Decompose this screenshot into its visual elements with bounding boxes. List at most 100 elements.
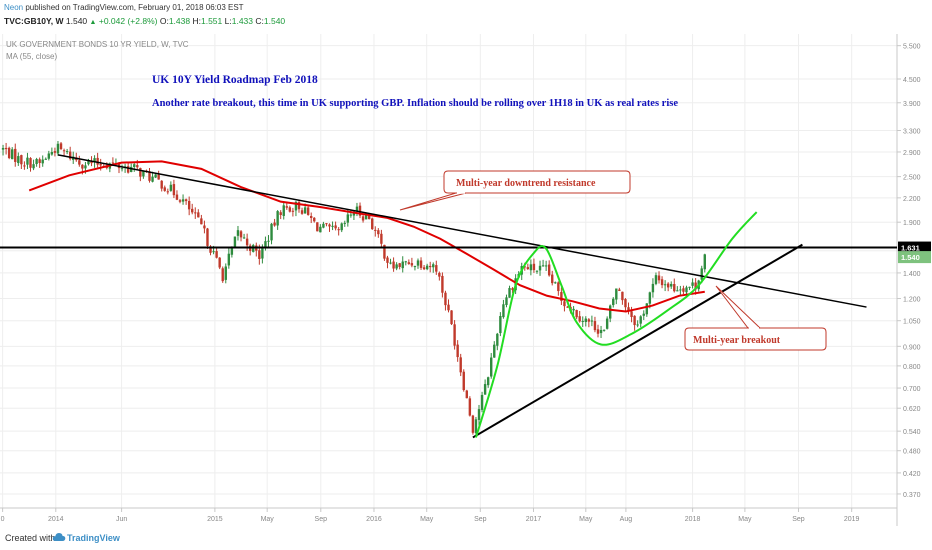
candle-body <box>65 151 69 153</box>
time-axis[interactable]: 0 2014 Jun 2015 May Sep 2016 May Sep 2017 May Aug 20… <box>1 508 860 523</box>
candle-body <box>596 329 600 334</box>
tradingview-cloud-icon <box>52 533 66 541</box>
downtrend-line <box>57 154 867 308</box>
price-tick-label: 0.800 <box>903 364 921 371</box>
candle-body <box>657 275 661 281</box>
last-value-tag <box>898 241 931 254</box>
price-tick-label: 5.500 <box>903 44 921 51</box>
candle-body <box>612 298 615 306</box>
candle-body <box>407 262 411 264</box>
candle-body <box>563 301 566 307</box>
price-tick-label: 1.200 <box>903 297 921 304</box>
price-axis[interactable]: 5.500 4.500 3.900 3.300 2.900 2.500 2.200 1.900… <box>897 44 921 499</box>
candle-body <box>511 288 514 291</box>
candle-body <box>129 166 133 172</box>
candle-body <box>316 222 319 232</box>
price-change: +0.042 (+2.8%) <box>98 16 158 26</box>
candle-body <box>306 207 310 215</box>
candle-body <box>50 151 54 155</box>
candle-body <box>651 283 655 293</box>
candle-body <box>178 200 182 202</box>
candle-body <box>700 268 703 280</box>
candle-body <box>310 216 313 218</box>
candle-body <box>560 292 563 301</box>
candle-body <box>465 390 469 399</box>
candle-body <box>505 297 508 306</box>
time-tick-label: Sep <box>474 516 487 523</box>
close-value: 1.540 <box>263 16 286 26</box>
price-chart[interactable]: 5.500 4.500 3.900 3.300 2.900 2.500 2.200 1.900… <box>0 34 932 526</box>
candle-body <box>410 263 414 266</box>
candles <box>1 141 706 438</box>
candle-body <box>499 316 502 334</box>
low-value: 1.433 <box>231 16 254 26</box>
candle-body <box>483 384 487 395</box>
candle-body <box>398 263 401 267</box>
candle-body <box>547 264 551 276</box>
candle-body <box>380 233 383 244</box>
time-tick-label: May <box>738 516 752 523</box>
candle-body <box>624 299 627 308</box>
candle-body <box>422 267 426 270</box>
time-tick-label: 2016 <box>366 516 382 523</box>
candle-body <box>456 344 459 358</box>
candle-body <box>691 282 694 286</box>
candle-body <box>300 210 304 214</box>
breakout-callout-box <box>684 327 827 351</box>
candle-body <box>621 291 624 301</box>
candle-body <box>673 284 676 292</box>
time-tick-label: 2015 <box>207 516 223 523</box>
annotation-subtitle: Another rate breakout, this time in UK s… <box>152 98 678 109</box>
price-tick-label: 0.620 <box>903 406 921 413</box>
candle-body <box>654 275 658 284</box>
candle-body <box>29 158 32 168</box>
candle-body <box>236 230 240 236</box>
candle-body <box>566 306 569 308</box>
candle-body <box>602 329 606 331</box>
candle-body <box>633 315 636 326</box>
candle-body <box>294 201 298 211</box>
candle-body <box>239 231 243 238</box>
candle-body <box>313 217 316 222</box>
candle-body <box>526 267 530 270</box>
candle-body <box>618 289 621 291</box>
time-tick-label: 2019 <box>844 516 860 523</box>
time-tick-label: Aug <box>620 516 633 523</box>
tradingview-brand[interactable]: TradingView <box>67 533 120 543</box>
candle-body <box>468 398 472 416</box>
candle-body <box>346 214 350 223</box>
candle-body <box>544 265 548 267</box>
published-text: published on TradingView.com, February 0… <box>25 3 244 12</box>
candle-body <box>453 324 456 346</box>
time-tick-label: May <box>579 516 593 523</box>
last-value-text: 1.540 <box>901 253 920 262</box>
candle-body <box>447 304 450 311</box>
candle-body <box>175 194 179 200</box>
price-tick-label: 1.400 <box>903 271 921 278</box>
candle-body <box>157 174 160 180</box>
candle-body <box>133 164 136 167</box>
candle-body <box>666 283 670 288</box>
candle-body <box>44 158 47 160</box>
candle-body <box>535 270 539 272</box>
candle-body <box>334 225 337 229</box>
publisher-name[interactable]: Neon <box>4 3 24 12</box>
price-tick-label: 0.420 <box>903 471 921 478</box>
candle-body <box>490 357 493 377</box>
candle-body <box>694 282 697 290</box>
time-tick-label: Sep <box>792 516 805 523</box>
price-tick-label: 2.200 <box>903 196 921 203</box>
candle-body <box>230 247 234 255</box>
candle-body <box>581 320 584 322</box>
candle-body <box>383 244 386 259</box>
candle-body <box>575 310 578 318</box>
candle-body <box>337 229 340 231</box>
candle-body <box>609 305 612 319</box>
candle-body <box>87 160 90 165</box>
candle-body <box>358 205 362 216</box>
candle-body <box>120 168 124 170</box>
candle-body <box>444 292 447 306</box>
candle-body <box>126 166 130 173</box>
candle-body <box>645 303 649 315</box>
candle-body <box>593 321 597 331</box>
